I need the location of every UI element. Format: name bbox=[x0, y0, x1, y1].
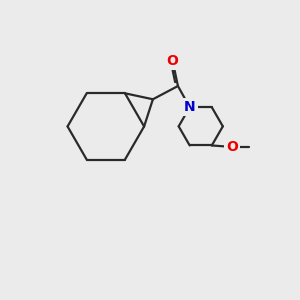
Text: O: O bbox=[167, 54, 178, 68]
Text: O: O bbox=[226, 140, 238, 154]
Text: N: N bbox=[184, 100, 196, 114]
